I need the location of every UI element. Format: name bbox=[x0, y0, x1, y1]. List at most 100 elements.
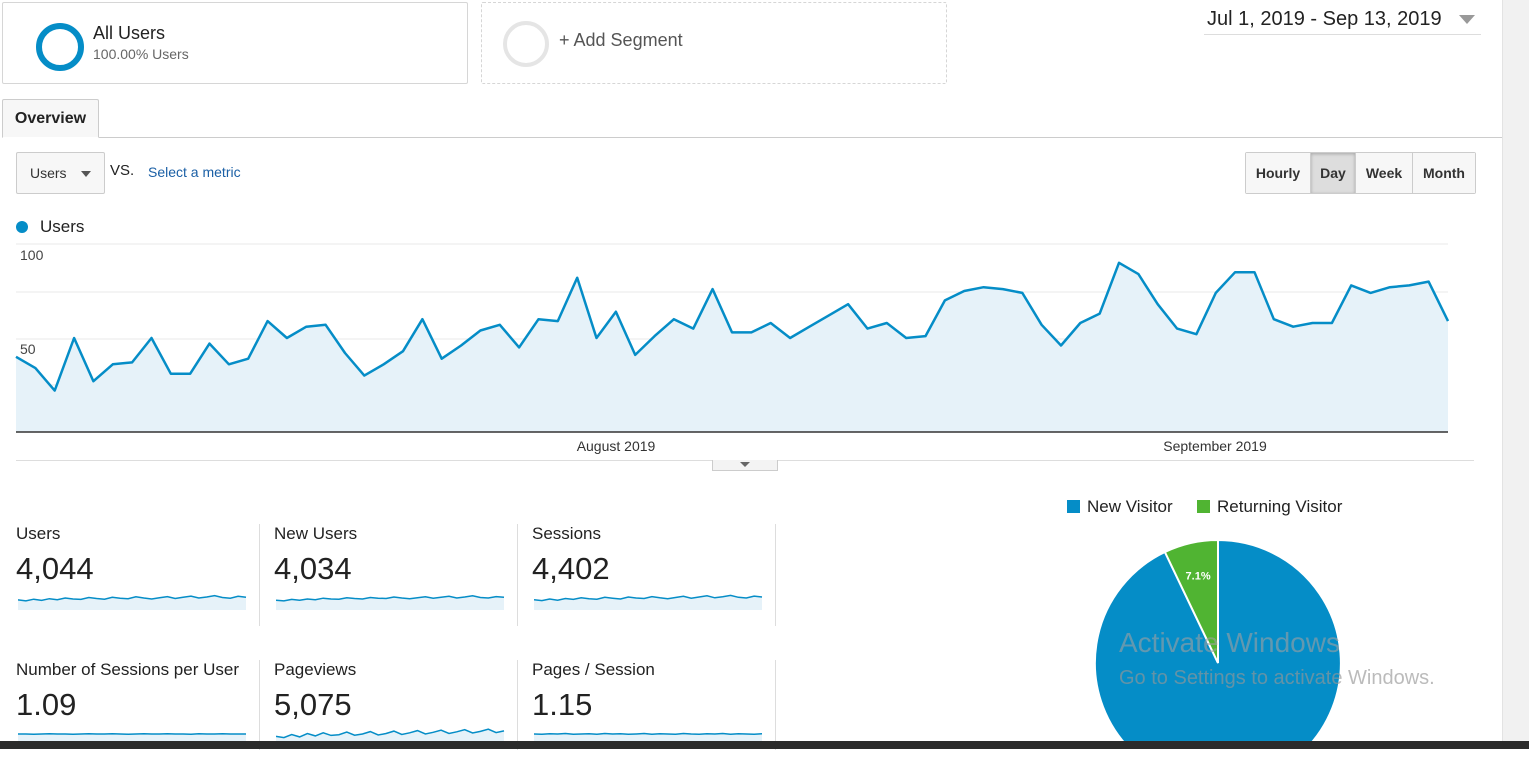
users-data-point[interactable] bbox=[111, 362, 115, 366]
add-segment-button[interactable]: + Add Segment bbox=[481, 2, 947, 84]
card-divider bbox=[517, 524, 518, 626]
users-data-point[interactable] bbox=[150, 336, 154, 340]
users-data-point[interactable] bbox=[53, 389, 57, 393]
users-data-point[interactable] bbox=[943, 298, 947, 302]
users-data-point[interactable] bbox=[266, 319, 270, 323]
users-data-point[interactable] bbox=[498, 323, 502, 327]
users-data-point[interactable] bbox=[982, 285, 986, 289]
users-data-point[interactable] bbox=[1446, 319, 1450, 323]
users-data-point[interactable] bbox=[1020, 291, 1024, 295]
users-data-point[interactable] bbox=[672, 317, 676, 321]
users-data-point[interactable] bbox=[1291, 325, 1295, 329]
users-data-point[interactable] bbox=[188, 372, 192, 376]
users-data-point[interactable] bbox=[1388, 285, 1392, 289]
collapse-chart-toggle[interactable] bbox=[712, 460, 778, 471]
users-data-point[interactable] bbox=[14, 355, 18, 359]
users-data-point[interactable] bbox=[1117, 261, 1121, 265]
users-data-point[interactable] bbox=[208, 342, 212, 346]
users-data-point[interactable] bbox=[1311, 321, 1315, 325]
users-data-point[interactable] bbox=[769, 321, 773, 325]
users-data-point[interactable] bbox=[730, 330, 734, 334]
users-data-point[interactable] bbox=[382, 362, 386, 366]
users-data-point[interactable] bbox=[556, 319, 560, 323]
users-data-point[interactable] bbox=[420, 317, 424, 321]
users-data-point[interactable] bbox=[1098, 312, 1102, 316]
metric-label: New Users bbox=[274, 524, 357, 544]
users-data-point[interactable] bbox=[749, 330, 753, 334]
users-data-point[interactable] bbox=[33, 366, 37, 370]
users-data-point[interactable] bbox=[130, 360, 134, 364]
users-data-point[interactable] bbox=[1233, 270, 1237, 274]
granularity-hourly-button[interactable]: Hourly bbox=[1246, 153, 1311, 193]
users-data-point[interactable] bbox=[885, 321, 889, 325]
metric-card-sessions[interactable]: Sessions 4,402 bbox=[532, 524, 775, 628]
date-range-picker[interactable]: Jul 1, 2019 - Sep 13, 2019 bbox=[1204, 6, 1481, 35]
users-data-point[interactable] bbox=[517, 345, 521, 349]
granularity-day-button[interactable]: Day bbox=[1311, 153, 1356, 193]
vertical-scrollbar[interactable] bbox=[1502, 0, 1529, 741]
users-data-point[interactable] bbox=[962, 289, 966, 293]
granularity-month-button[interactable]: Month bbox=[1413, 153, 1475, 193]
sparkline-line bbox=[534, 734, 762, 735]
users-data-point[interactable] bbox=[1214, 291, 1218, 295]
users-data-point[interactable] bbox=[1369, 291, 1373, 295]
users-data-point[interactable] bbox=[1272, 317, 1276, 321]
users-data-point[interactable] bbox=[343, 351, 347, 355]
select-metric-link[interactable]: Select a metric bbox=[148, 164, 241, 180]
users-data-point[interactable] bbox=[1001, 287, 1005, 291]
pie-legend-returning-visitor[interactable]: Returning Visitor bbox=[1197, 497, 1342, 517]
users-data-point[interactable] bbox=[846, 302, 850, 306]
users-data-point[interactable] bbox=[285, 336, 289, 340]
metric-value: 5,075 bbox=[274, 687, 352, 723]
users-data-point[interactable] bbox=[72, 336, 76, 340]
users-data-point[interactable] bbox=[362, 374, 366, 378]
pie-legend-new-visitor[interactable]: New Visitor bbox=[1067, 497, 1173, 517]
users-data-point[interactable] bbox=[788, 336, 792, 340]
users-data-point[interactable] bbox=[169, 372, 173, 376]
users-data-point[interactable] bbox=[924, 334, 928, 338]
metric-dropdown-value: Users bbox=[30, 165, 67, 181]
metric-card-users[interactable]: Users 4,044 bbox=[16, 524, 259, 628]
users-data-point[interactable] bbox=[866, 327, 870, 331]
users-data-point[interactable] bbox=[324, 323, 328, 327]
users-data-point[interactable] bbox=[459, 344, 463, 348]
users-data-point[interactable] bbox=[246, 357, 250, 361]
users-data-point[interactable] bbox=[1059, 344, 1063, 348]
granularity-week-button[interactable]: Week bbox=[1356, 153, 1413, 193]
users-data-point[interactable] bbox=[304, 325, 308, 329]
users-data-point[interactable] bbox=[1330, 321, 1334, 325]
users-data-point[interactable] bbox=[91, 379, 95, 383]
add-segment-label: + Add Segment bbox=[559, 30, 683, 51]
users-data-point[interactable] bbox=[1349, 283, 1353, 287]
tab-overview[interactable]: Overview bbox=[2, 99, 99, 138]
metric-dropdown[interactable]: Users bbox=[16, 152, 105, 194]
users-data-point[interactable] bbox=[711, 287, 715, 291]
users-data-point[interactable] bbox=[401, 349, 405, 353]
users-data-point[interactable] bbox=[904, 336, 908, 340]
users-data-point[interactable] bbox=[1175, 327, 1179, 331]
segment-all-users[interactable]: All Users 100.00% Users bbox=[2, 2, 468, 84]
users-data-point[interactable] bbox=[653, 334, 657, 338]
users-data-point[interactable] bbox=[1040, 323, 1044, 327]
users-data-point[interactable] bbox=[478, 329, 482, 333]
users-data-point[interactable] bbox=[575, 276, 579, 280]
users-legend-label: Users bbox=[40, 217, 84, 237]
users-data-point[interactable] bbox=[1407, 283, 1411, 287]
users-data-point[interactable] bbox=[691, 327, 695, 331]
users-data-point[interactable] bbox=[614, 310, 618, 314]
users-data-point[interactable] bbox=[1078, 321, 1082, 325]
users-data-point[interactable] bbox=[537, 317, 541, 321]
users-data-point[interactable] bbox=[595, 336, 599, 340]
users-over-time-chart[interactable]: 100 50 August 2019 September 2019 bbox=[0, 235, 1470, 465]
users-data-point[interactable] bbox=[633, 353, 637, 357]
users-data-point[interactable] bbox=[227, 362, 231, 366]
users-data-point[interactable] bbox=[1194, 332, 1198, 336]
users-data-point[interactable] bbox=[807, 325, 811, 329]
metric-card-new-users[interactable]: New Users 4,034 bbox=[274, 524, 517, 628]
users-data-point[interactable] bbox=[1156, 302, 1160, 306]
users-data-point[interactable] bbox=[1253, 270, 1257, 274]
users-data-point[interactable] bbox=[1427, 280, 1431, 284]
users-data-point[interactable] bbox=[1136, 272, 1140, 276]
users-data-point[interactable] bbox=[827, 313, 831, 317]
users-data-point[interactable] bbox=[440, 357, 444, 361]
